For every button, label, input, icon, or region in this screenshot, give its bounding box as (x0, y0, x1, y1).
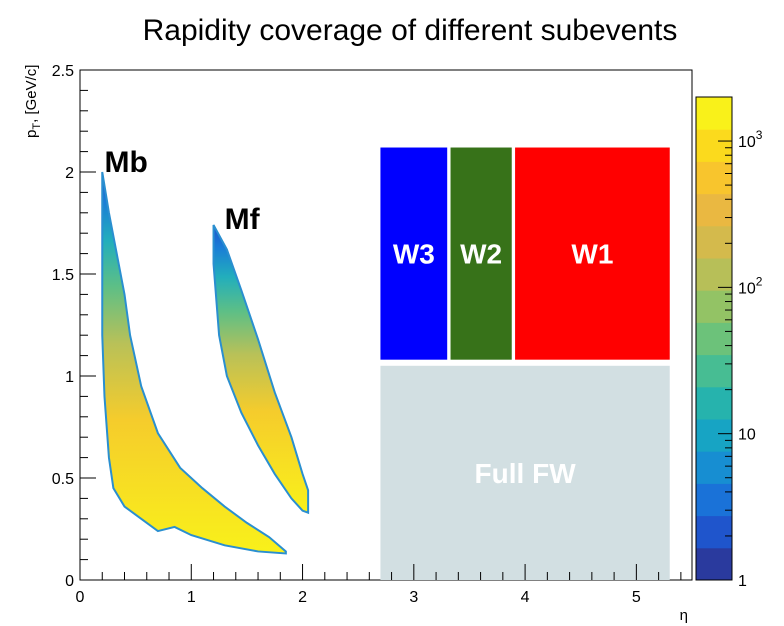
colorbar-tick-exp: 3 (756, 128, 763, 142)
colorbar-segment (696, 161, 732, 195)
annotation-mb: Mb (104, 146, 147, 179)
region-label-w2: W2 (460, 239, 502, 270)
y-tick-label: 1 (65, 369, 74, 386)
colorbar-segment (696, 354, 732, 388)
x-tick-label: 0 (76, 589, 85, 606)
chart-title: Rapidity coverage of different subevents (143, 14, 678, 47)
y-tick-label: 0.5 (52, 471, 74, 488)
colorbar-tick-exp: 2 (756, 274, 763, 288)
y-tick-label: 2 (65, 165, 74, 182)
annotation-mf: Mf (225, 203, 261, 236)
colorbar-segment (696, 290, 732, 323)
colorbar-tick-label: 1 (738, 573, 747, 590)
colorbar-segment (696, 419, 732, 452)
region-label-w3: W3 (393, 239, 435, 270)
colorbar-tick-base: 10 (738, 134, 756, 151)
x-tick-label: 2 (298, 589, 307, 606)
colorbar-tick-label: 10 (738, 427, 756, 444)
y-axis-label-main: p (23, 130, 40, 138)
x-axis-label: η (680, 607, 688, 624)
y-tick-label: 1.5 (52, 267, 74, 284)
colorbar-tick-label: 103 (738, 128, 763, 151)
x-tick-label: 4 (521, 589, 530, 606)
region-label-w1: W1 (571, 239, 613, 270)
colorbar-segment (696, 547, 732, 581)
y-tick-label: 2.5 (52, 63, 74, 80)
region-w3 (380, 147, 448, 360)
colorbar-tick-label: 102 (738, 274, 763, 297)
band-mb (101, 171, 287, 555)
colorbar-segment (696, 97, 732, 130)
colorbar-segment (696, 129, 732, 162)
band-mf (212, 224, 310, 515)
colorbar-segment (696, 225, 732, 259)
region-w1 (515, 147, 670, 360)
colorbar-tick-base: 1 (738, 573, 747, 590)
x-tick-label: 5 (632, 589, 641, 606)
y-axis-label-rest: , [GeV/c] (23, 65, 40, 123)
region-w2 (450, 147, 512, 360)
colorbar-segment (696, 322, 732, 356)
x-tick-label: 1 (187, 589, 196, 606)
y-tick-label: 0 (65, 573, 74, 590)
region-full-fw (380, 365, 670, 580)
colorbar-frame (695, 96, 733, 581)
x-tick-label: 3 (409, 589, 418, 606)
y-axis-label-sub: T (31, 123, 43, 130)
colorbar-segment (696, 193, 732, 227)
colorbar-tick-base: 10 (738, 280, 756, 297)
colorbar-tick-base: 10 (738, 427, 756, 444)
colorbar-segment (696, 386, 732, 420)
region-label-full-fw: Full FW (475, 458, 577, 489)
colorbar-segment (696, 515, 732, 549)
colorbar-segment (696, 258, 732, 291)
y-axis-label: pT, [GeV/c] (23, 65, 43, 138)
colorbar-segment (696, 483, 732, 517)
